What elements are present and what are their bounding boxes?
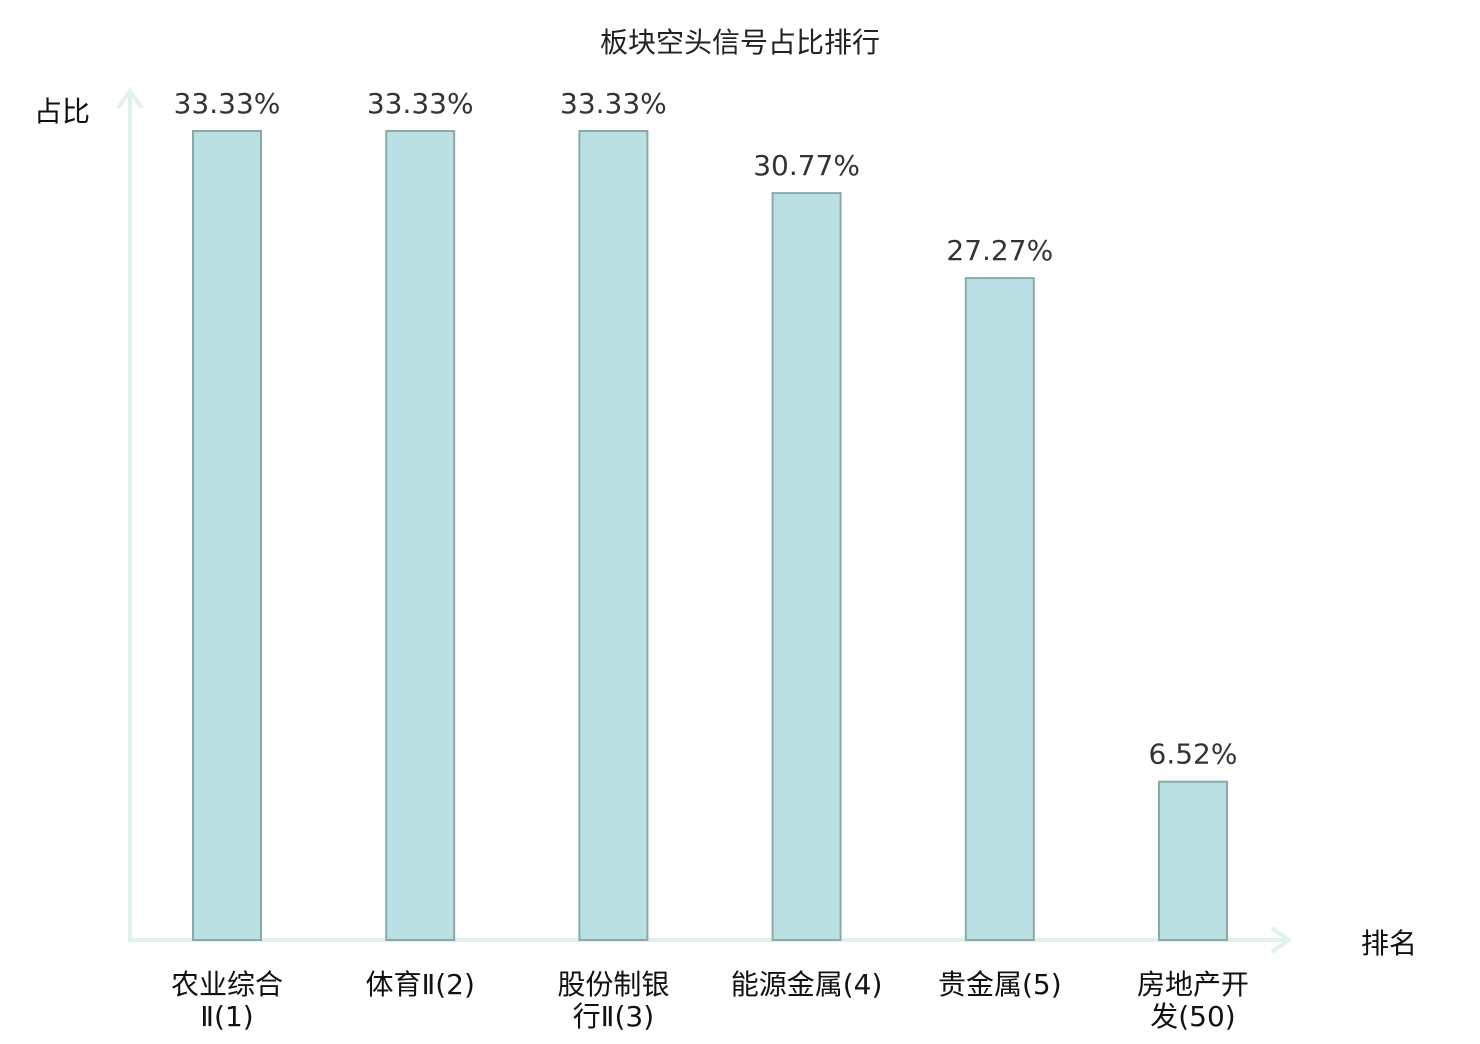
axes — [116, 87, 1293, 954]
category-label-2: 体育Ⅱ(2) — [365, 968, 474, 1001]
category-label-4: 能源金属(4) — [731, 968, 883, 1001]
y-axis-arrow — [116, 87, 144, 110]
bar-4 — [771, 192, 842, 942]
value-label-1: 33.33% — [174, 87, 281, 120]
value-labels-group: 33.33% 33.33% 33.33% 30.77% 27.27% 6.52% — [174, 87, 1238, 771]
value-label-5: 27.27% — [946, 234, 1053, 267]
chart-title: 板块空头信号占比排行 — [600, 26, 880, 59]
bar-1 — [192, 130, 262, 941]
category-label-5: 贵金属(5) — [938, 968, 1062, 1001]
value-label-6: 6.52% — [1149, 738, 1238, 771]
category-label-1-line-2: Ⅱ(1) — [200, 1000, 253, 1033]
x-axis-arrow — [1270, 926, 1293, 954]
bar-6 — [1158, 780, 1228, 942]
y-axis-label: 占比 — [34, 95, 90, 128]
category-label-1-line-1: 农业综合 — [171, 968, 283, 1001]
value-label-3: 33.33% — [560, 87, 667, 120]
category-label-3-line-2: 行Ⅱ(3) — [573, 1000, 654, 1033]
bar-2 — [385, 130, 456, 941]
category-label-3-line-1: 股份制银 — [557, 968, 669, 1001]
value-label-2: 33.33% — [367, 87, 474, 120]
value-label-4: 30.77% — [753, 149, 860, 182]
x-axis-label: 排名 — [1361, 927, 1417, 960]
category-label-6-line-2: 发(50) — [1150, 1000, 1235, 1033]
bar-5 — [964, 277, 1035, 942]
category-label-6-line-1: 房地产开 — [1137, 968, 1249, 1001]
bar-3 — [578, 130, 649, 941]
bars-group — [192, 130, 1228, 942]
